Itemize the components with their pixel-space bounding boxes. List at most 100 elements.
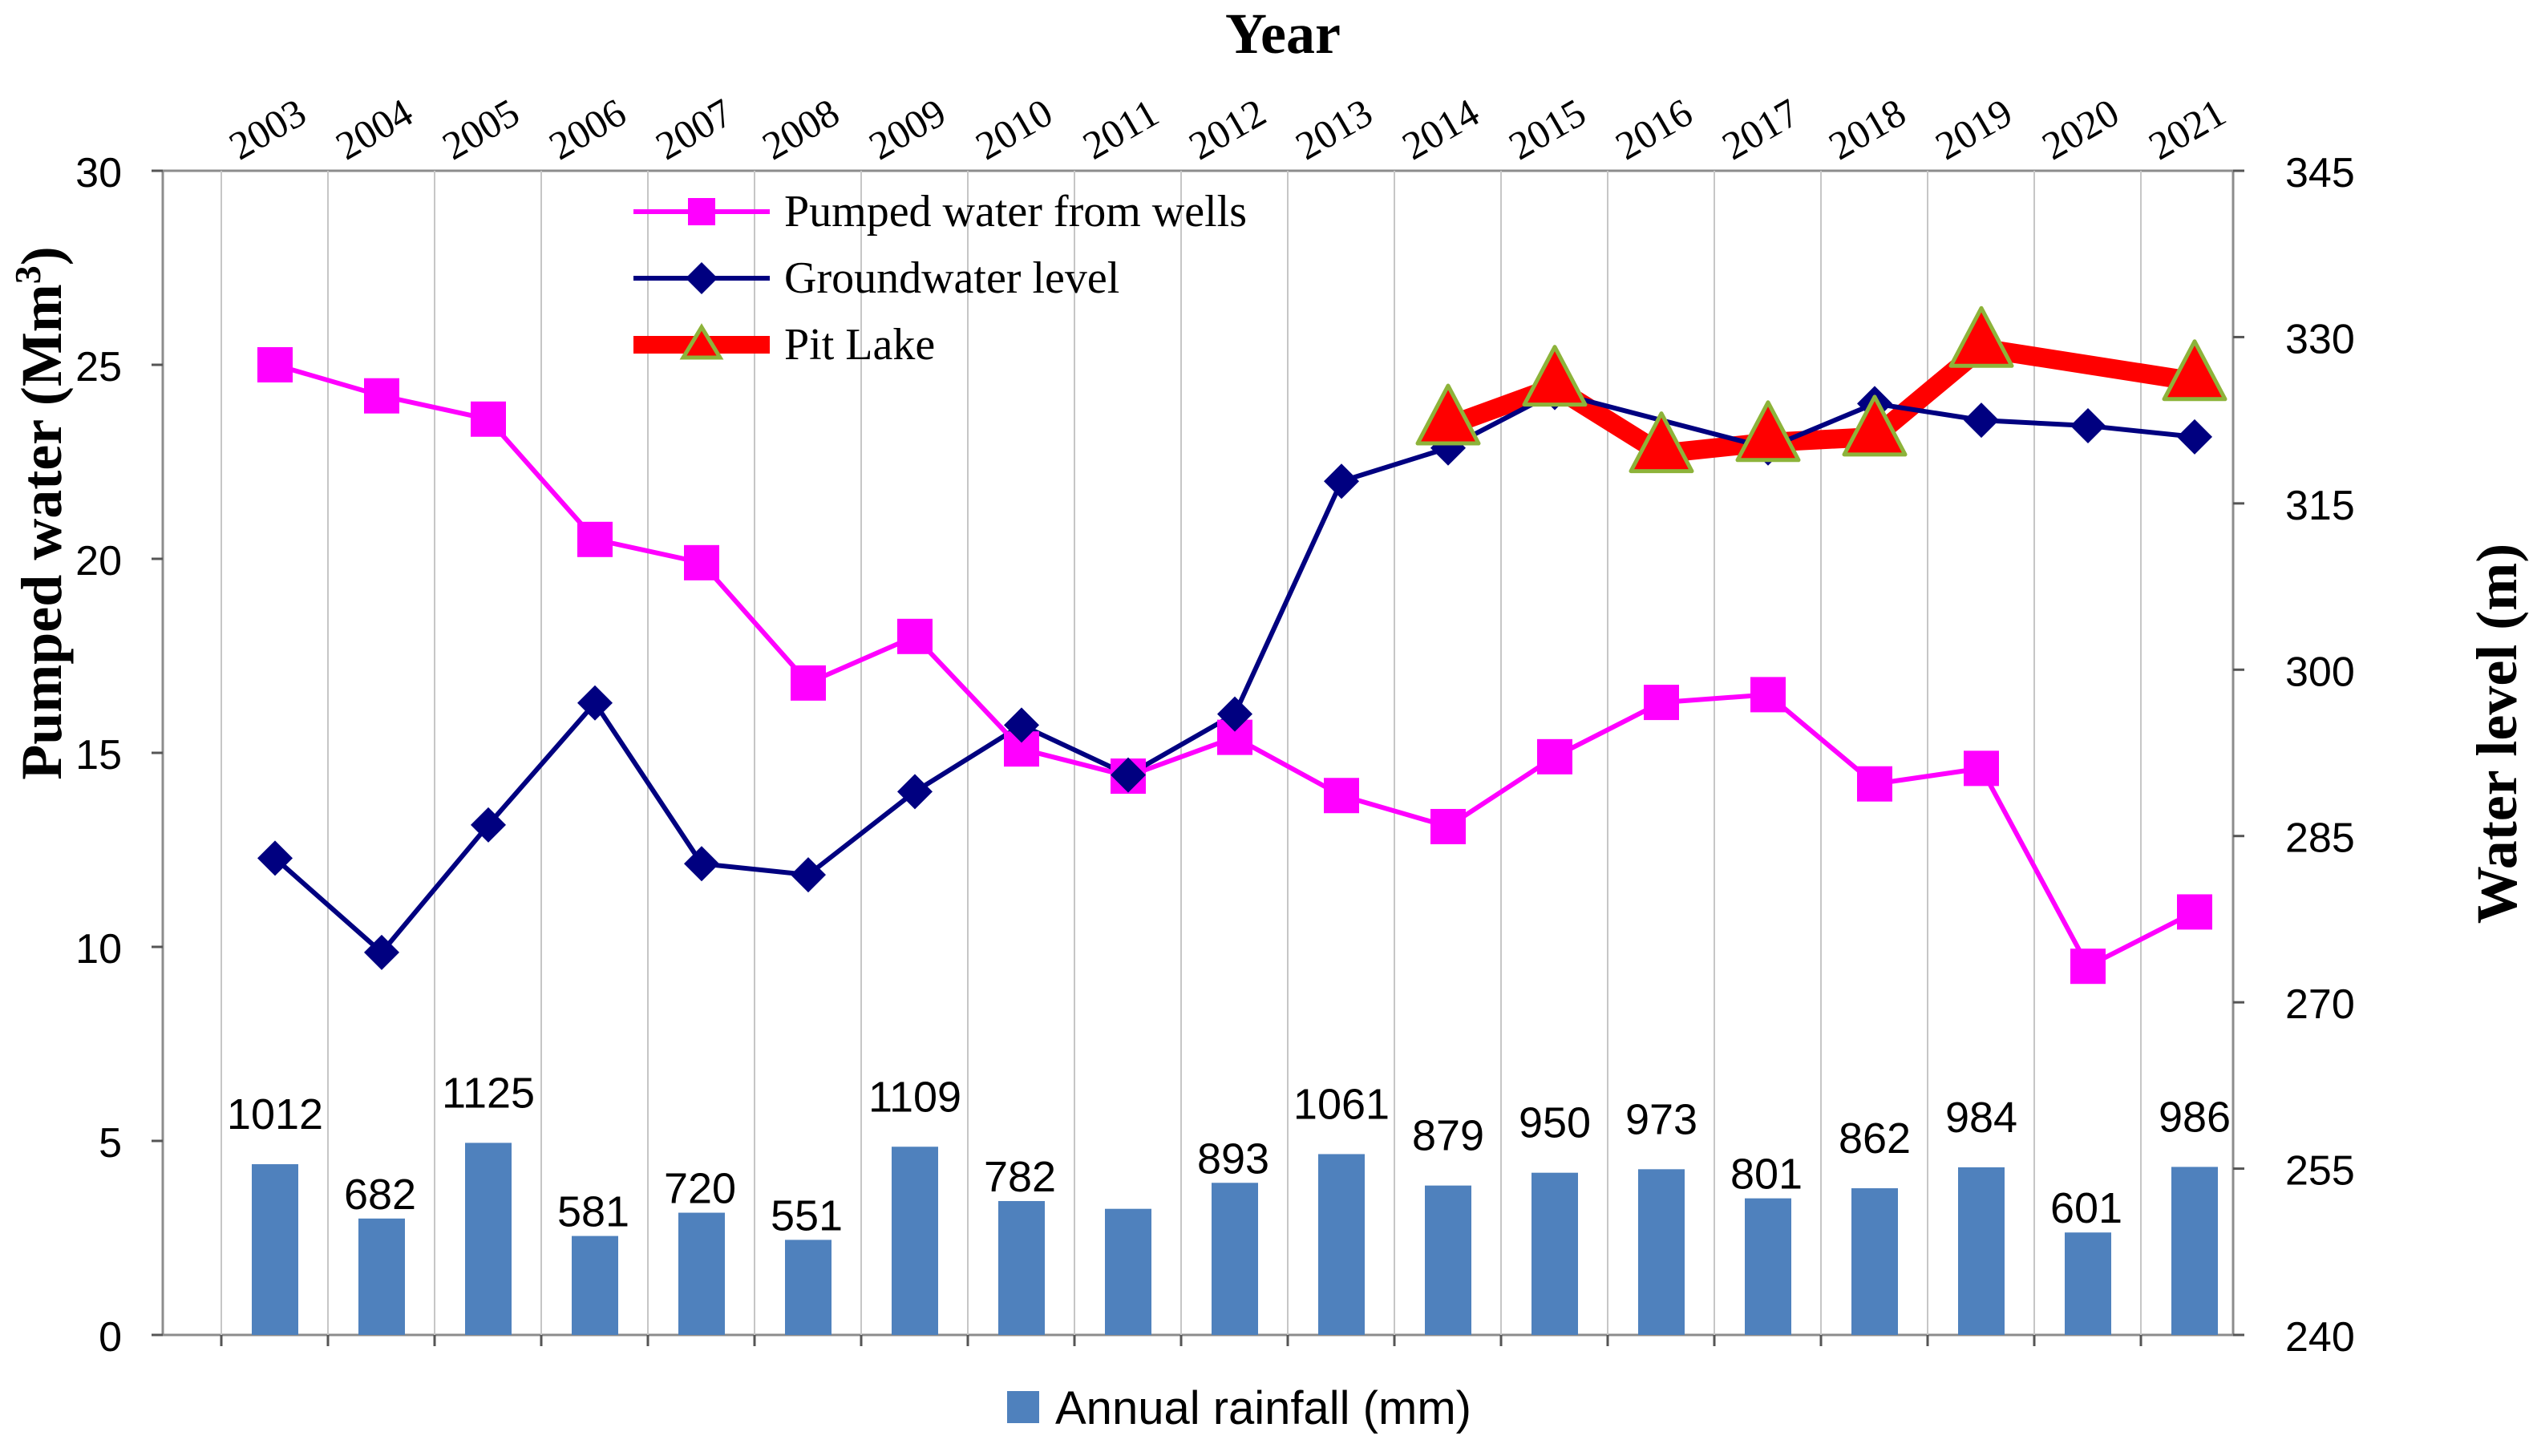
rainfall-bar-2014 (1425, 1185, 1471, 1335)
pumped-marker-2018 (1857, 766, 1892, 802)
rainfall-label-2010: 782 (984, 1153, 1056, 1201)
groundwater-marker-2020 (2070, 408, 2106, 444)
pit-lake-marker-2019 (1948, 305, 2014, 368)
rainfall-bar-2005 (465, 1143, 512, 1335)
chart-title: Year (1225, 2, 1341, 66)
groundwater-marker-2019 (1964, 402, 1999, 439)
legend-pitlake-label: Pit Lake (784, 320, 935, 370)
legend-pumped-marker (688, 198, 715, 225)
rainfall-bar-2006 (572, 1236, 618, 1335)
pit-lake-marker-2018 (1842, 394, 1908, 457)
pumped-marker-2009 (897, 618, 933, 654)
rainfall-bar-2007 (678, 1212, 725, 1335)
rainfall-bar-2004 (358, 1218, 405, 1335)
axis-ticks (152, 169, 2244, 1346)
pumped-marker-2005 (471, 401, 506, 437)
groundwater-marker-2007 (684, 846, 719, 882)
rainfall-label-2013: 1061 (1293, 1080, 1390, 1128)
groundwater-marker-2011 (1111, 757, 1146, 793)
groundwater-marker-2006 (577, 685, 613, 721)
pumped-marker-2021 (2177, 894, 2212, 930)
rainfall-label-2019: 984 (1945, 1094, 2017, 1142)
right-axis-label: Water level (m) (2465, 544, 2529, 924)
rainfall-bar-2013 (1318, 1154, 1365, 1335)
left-tick-label-20: 20 (75, 538, 122, 584)
right-tick-label-345: 345 (2285, 150, 2355, 196)
groundwater-marker-2021 (2177, 419, 2212, 455)
legend-bottom: Annual rainfall (mm) (1007, 1382, 1471, 1434)
rainfall-label-2012: 893 (1197, 1134, 1269, 1183)
legend-rainfall-label: Annual rainfall (mm) (1055, 1382, 1471, 1434)
right-axis-tick-labels: 240 255 270 285 300 315 330 345 (2285, 150, 2355, 1361)
rainfall-label-2018: 862 (1839, 1114, 1911, 1163)
rainfall-labels: 1012 682 1125 581 720 551 1109 782 893 1061 879 950… (227, 1069, 2231, 1240)
pit-lake-marker-2017 (1735, 400, 1801, 463)
right-tick-label-330: 330 (2285, 316, 2355, 362)
groundwater-marker-2013 (1324, 463, 1359, 499)
left-tick-label-10: 10 (75, 926, 122, 973)
rainfall-label-2008: 551 (771, 1191, 843, 1240)
pumped-marker-2020 (2070, 948, 2106, 985)
pumped-marker-2003 (257, 347, 293, 382)
rainfall-label-2006: 581 (557, 1188, 629, 1236)
vertical-gridlines (221, 171, 2142, 1335)
rainfall-label-2007: 720 (664, 1165, 736, 1213)
rainfall-bar-2003 (252, 1164, 298, 1335)
left-tick-label-30: 30 (75, 150, 122, 196)
rainfall-bar-2009 (892, 1147, 938, 1335)
rainfall-label-2021: 986 (2159, 1093, 2231, 1141)
right-tick-label-300: 300 (2285, 649, 2355, 695)
right-tick-label-315: 315 (2285, 483, 2355, 529)
left-axis-label-text: Pumped water (10, 420, 74, 780)
groundwater-marker-2010 (1004, 707, 1039, 743)
legend-pumped-label: Pumped water from wells (784, 187, 1247, 237)
rainfall-label-2005: 1125 (442, 1069, 535, 1117)
rainfall-label-2014: 879 (1412, 1112, 1484, 1160)
rainfall-label-2016: 973 (1625, 1095, 1697, 1143)
pit-lake-marker-2021 (2162, 339, 2227, 402)
pumped-marker-2004 (364, 378, 399, 414)
pumped-marker-2013 (1324, 778, 1359, 814)
pumped-marker-2017 (1750, 677, 1786, 713)
left-axis-unit-superscript: 3 (7, 265, 48, 284)
legend-rainfall-marker (1007, 1391, 1039, 1423)
pit-lake-marker-2016 (1629, 411, 1694, 474)
left-axis-unit: Mm (10, 284, 74, 386)
legend-top: Pumped water from wells Groundwater leve… (633, 187, 1247, 370)
rainfall-label-2004: 682 (344, 1171, 416, 1219)
left-axis-tick-labels: 0 5 10 15 20 25 30 (75, 150, 122, 1361)
left-tick-label-15: 15 (75, 732, 122, 779)
pumped-marker-2007 (684, 544, 719, 580)
left-tick-label-0: 0 (99, 1314, 122, 1361)
right-tick-label-240: 240 (2285, 1314, 2355, 1361)
pit-lake-marker-2015 (1522, 345, 1588, 407)
rainfall-bar-2017 (1745, 1198, 1791, 1335)
left-tick-label-25: 25 (75, 344, 122, 390)
left-axis-label: Pumped water (Mm3) (7, 246, 74, 780)
legend-groundwater-label: Groundwater level (784, 253, 1119, 303)
pumped-marker-2015 (1537, 738, 1572, 775)
left-tick-label-5: 5 (99, 1120, 122, 1167)
pumped-marker-2016 (1644, 685, 1679, 721)
groundwater-marker-2009 (897, 774, 933, 810)
rainfall-bar-2011 (1105, 1208, 1151, 1335)
pumped-marker-2014 (1430, 808, 1466, 844)
rainfall-label-2020: 601 (2050, 1184, 2122, 1232)
rainfall-bar-2018 (1851, 1188, 1898, 1335)
right-tick-label-270: 270 (2285, 981, 2355, 1028)
rainfall-bar-2008 (785, 1240, 832, 1335)
rainfall-label-2003: 1012 (227, 1090, 323, 1139)
rainfall-label-2017: 801 (1730, 1151, 1803, 1199)
rainfall-bar-2021 (2171, 1167, 2218, 1335)
pumped-marker-2006 (577, 521, 613, 557)
legend-pitlake-marker (679, 323, 724, 360)
rainfall-bar-2019 (1958, 1167, 2005, 1335)
groundwater-line (273, 390, 2195, 955)
pit-lake-marker-2014 (1415, 383, 1481, 446)
right-tick-label-285: 285 (2285, 815, 2355, 862)
rainfall-bar-2016 (1638, 1169, 1685, 1335)
rainfall-bars (252, 1143, 2218, 1335)
pumped-marker-2019 (1964, 750, 1999, 787)
groundwater-marker-2005 (471, 807, 506, 843)
